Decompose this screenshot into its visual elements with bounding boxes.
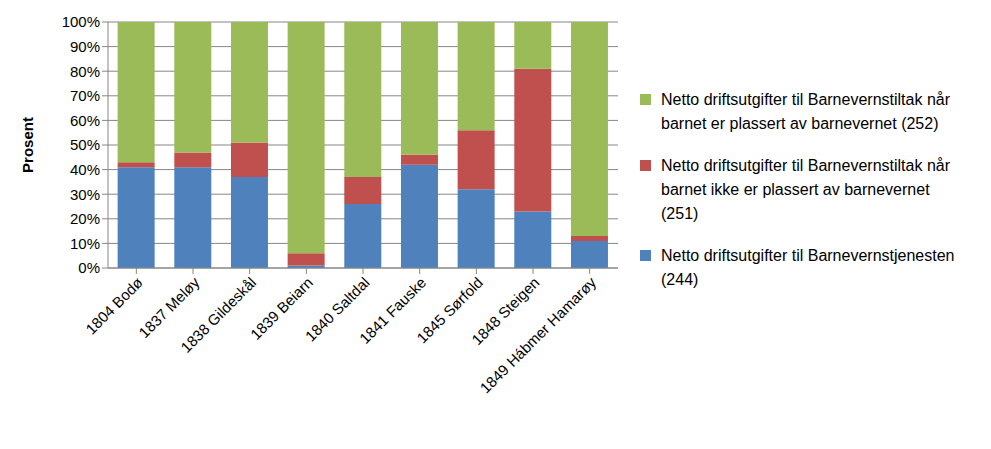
svg-text:100%: 100%: [62, 13, 100, 30]
svg-text:40%: 40%: [70, 161, 100, 178]
svg-text:1839 Beiarn: 1839 Beiarn: [246, 273, 316, 343]
svg-text:1840 Saltdal: 1840 Saltdal: [301, 273, 373, 345]
svg-text:60%: 60%: [70, 112, 100, 129]
svg-text:1849 Hábmer Hamarøy: 1849 Hábmer Hamarøy: [476, 273, 599, 396]
svg-text:50%: 50%: [70, 136, 100, 153]
svg-text:20%: 20%: [70, 210, 100, 227]
svg-text:1845 Sørfold: 1845 Sørfold: [413, 273, 486, 347]
svg-text:10%: 10%: [70, 235, 100, 252]
html-text:Netto driftsutgifter til Barne: Netto driftsutgifter til Barnevernstilta…: [661, 157, 950, 222]
html-text:Netto driftsutgifter til Barne: Netto driftsutgifter til Barnevernstilta…: [661, 91, 950, 132]
svg-text:70%: 70%: [70, 87, 100, 104]
svg-text:1838 Gildeskål: 1838 Gildeskål: [177, 274, 259, 356]
svg-text:80%: 80%: [70, 63, 100, 80]
svg-text:1848 Steigen: 1848 Steigen: [468, 273, 543, 349]
svg-text:Prosent: Prosent: [19, 117, 36, 173]
svg-text:1804 Bodø: 1804 Bodø: [82, 273, 146, 338]
svg-text:90%: 90%: [70, 38, 100, 55]
svg-text:1837 Meløy: 1837 Meløy: [135, 273, 203, 342]
svg-text:0%: 0%: [78, 259, 100, 276]
svg-text:30%: 30%: [70, 186, 100, 203]
html-text:Netto driftsutgifter til Barne: Netto driftsutgifter til Barnevernstjene…: [661, 247, 955, 288]
svg-text:1841 Fauske: 1841 Fauske: [356, 273, 430, 347]
